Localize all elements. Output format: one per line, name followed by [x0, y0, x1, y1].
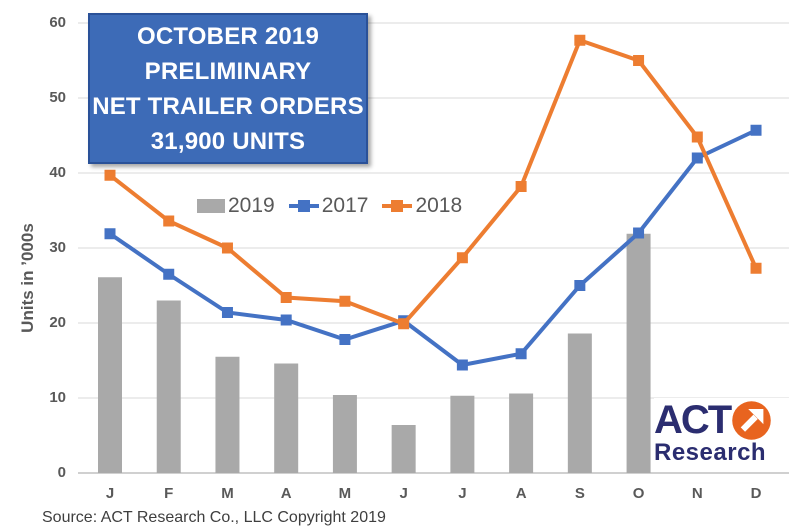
bar-2019-J5: [391, 425, 416, 473]
marker-2018-F1: [163, 215, 175, 227]
y-tick-label: 60: [49, 14, 66, 31]
marker-2017-F1: [163, 268, 175, 280]
line-2017: [108, 128, 757, 368]
legend-label: 2018: [415, 194, 463, 217]
x-tick-label-M4: M: [338, 485, 352, 502]
bar-swatch-icon: [197, 199, 225, 213]
bar-2019-M2: [215, 356, 240, 473]
x-tick-label-J6: J: [458, 485, 467, 502]
legend-item-2019: 2019: [197, 194, 275, 218]
marker-2018-A7: [515, 181, 527, 192]
marker-2017-S8: [574, 280, 586, 291]
bar-2019-J6: [450, 395, 475, 473]
marker-2018-M2: [221, 242, 233, 254]
marker-2017-J6: [456, 359, 468, 371]
y-tick-label: 40: [49, 164, 66, 181]
marker-2018-J6: [456, 252, 468, 264]
x-tick-label-J0: J: [105, 485, 115, 502]
logo-research-text: Research: [654, 439, 767, 466]
source-text: Source: ACT Research Co., LLC Copyright …: [42, 509, 386, 526]
x-tick-label-A7: A: [515, 485, 527, 502]
bar-2019-S8: [567, 333, 592, 473]
x-tick-label-D11: D: [750, 485, 762, 502]
title-line-1: OCTOBER 2019: [136, 22, 320, 50]
act-research-logo: ACT Research: [654, 398, 792, 470]
northeast-arrow-icon: [732, 400, 771, 440]
legend-item-2018: 2018: [382, 194, 462, 218]
marker-2018-J0: [104, 169, 116, 181]
x-tick-label-N10: N: [691, 485, 703, 502]
legend-label: 2019: [228, 194, 275, 217]
x-tick-label-S8: S: [574, 485, 585, 502]
bar-2019-O9: [626, 233, 651, 473]
title-line-2: PRELIMINARY: [144, 57, 312, 85]
marker-2017-D11: [750, 124, 762, 136]
line-2018: [108, 37, 758, 327]
x-tick-label-O9: O: [632, 485, 645, 502]
title-line-4: 31,900 UNITS: [150, 127, 306, 155]
y-tick-label: 0: [57, 464, 66, 481]
marker-2018-N10: [691, 131, 703, 143]
y-tick-label: 20: [49, 314, 66, 331]
marker-2017-M2: [221, 307, 233, 318]
marker-2017-A3: [280, 314, 292, 326]
logo-act-text: ACT: [654, 398, 732, 442]
legend-label: 2017: [321, 194, 369, 217]
x-tick-label-A3: A: [280, 485, 292, 502]
line-swatch-icon: [382, 199, 413, 213]
legend-item-2017: 2017: [288, 194, 369, 218]
bar-2019-J0: [98, 277, 122, 473]
x-tick-label-J5: J: [399, 485, 408, 502]
bar-2019-A3: [274, 363, 299, 473]
marker-2018-D11: [750, 262, 762, 274]
bar-2019-F1: [156, 300, 181, 473]
legend: 2019 2017 2018: [197, 194, 462, 218]
marker-2018-A3: [280, 292, 292, 303]
title-line-3: NET TRAILER ORDERS: [92, 92, 364, 120]
line-swatch-icon: [288, 199, 319, 213]
marker-2017-O9: [633, 227, 645, 239]
marker-2018-J5: [398, 318, 410, 330]
marker-2018-O9: [633, 55, 645, 66]
x-tick-label-M2: M: [221, 485, 234, 502]
marker-2018-M4: [339, 295, 351, 307]
marker-2017-N10: [691, 152, 703, 164]
marker-2017-J0: [104, 228, 116, 240]
chart-title-box: OCTOBER 2019 PRELIMINARY NET TRAILER ORD…: [88, 13, 368, 164]
bar-2019-M4: [332, 395, 357, 473]
marker-2018-S8: [574, 34, 586, 46]
marker-2017-M4: [339, 334, 351, 345]
y-tick-label: 10: [49, 389, 66, 406]
x-tick-label-F1: F: [164, 485, 174, 502]
bar-2019-A7: [509, 393, 534, 473]
marker-2017-A7: [515, 348, 527, 360]
y-tick-label: 50: [49, 89, 66, 106]
y-tick-label: 30: [49, 239, 66, 256]
